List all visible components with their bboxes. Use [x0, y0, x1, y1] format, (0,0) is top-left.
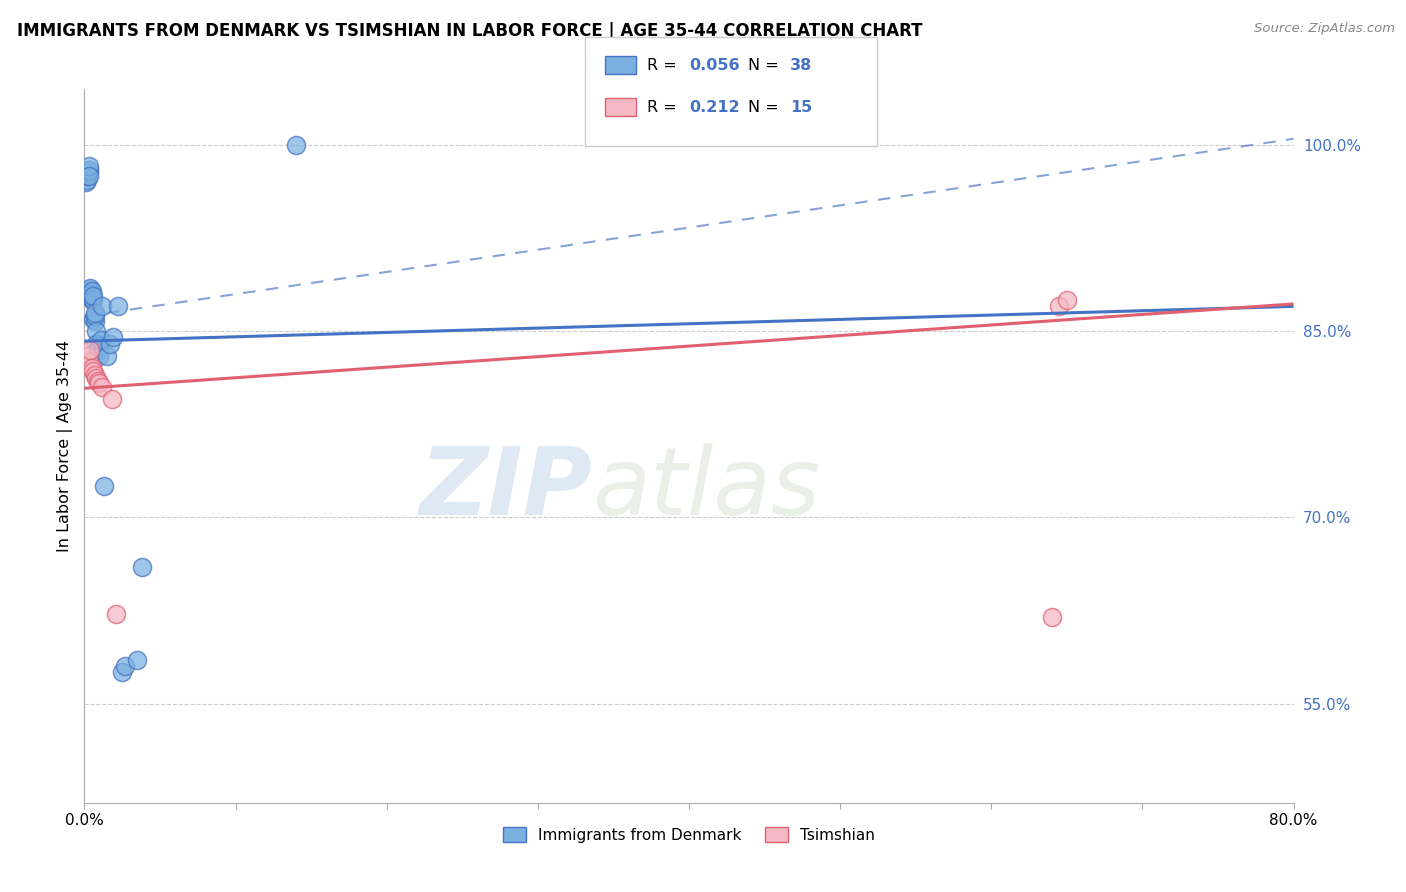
Point — [107, 299, 129, 313]
Point — [79, 343, 101, 357]
Point — [79, 287, 101, 301]
Point — [82, 311, 104, 326]
Text: R =: R = — [647, 100, 682, 114]
Point — [84, 368, 107, 382]
Point — [96, 349, 118, 363]
Text: N =: N = — [748, 100, 785, 114]
Point — [90, 333, 112, 347]
Point — [79, 283, 101, 297]
Point — [91, 380, 114, 394]
Text: IMMIGRANTS FROM DENMARK VS TSIMSHIAN IN LABOR FORCE | AGE 35-44 CORRELATION CHAR: IMMIGRANTS FROM DENMARK VS TSIMSHIAN IN … — [17, 22, 922, 40]
Point — [105, 607, 128, 622]
Point — [98, 336, 121, 351]
Point — [86, 371, 108, 385]
Text: atlas: atlas — [592, 443, 821, 534]
Point — [114, 659, 136, 673]
Point — [80, 289, 103, 303]
Point — [80, 287, 103, 301]
Point — [131, 560, 153, 574]
Point — [77, 165, 100, 179]
Point — [1056, 293, 1078, 308]
Point — [84, 305, 107, 319]
Point — [91, 299, 114, 313]
Text: R =: R = — [647, 58, 682, 72]
Point — [80, 291, 103, 305]
Legend: Immigrants from Denmark, Tsimshian: Immigrants from Denmark, Tsimshian — [498, 821, 880, 848]
Text: Source: ZipAtlas.com: Source: ZipAtlas.com — [1254, 22, 1395, 36]
Text: ZIP: ZIP — [419, 442, 592, 535]
Point — [80, 285, 103, 299]
Point — [86, 324, 108, 338]
Point — [100, 392, 122, 407]
Point — [77, 355, 100, 369]
Y-axis label: In Labor Force | Age 35-44: In Labor Force | Age 35-44 — [58, 340, 73, 552]
Point — [93, 479, 115, 493]
Point — [80, 361, 103, 376]
Point — [1047, 299, 1070, 313]
Text: 15: 15 — [790, 100, 813, 114]
Point — [89, 349, 111, 363]
Point — [82, 364, 104, 378]
Point — [76, 169, 98, 183]
Text: 38: 38 — [790, 58, 813, 72]
Point — [76, 349, 98, 363]
Point — [87, 374, 110, 388]
Point — [80, 293, 103, 308]
Point — [127, 653, 149, 667]
Text: 0.056: 0.056 — [689, 58, 740, 72]
Point — [77, 159, 100, 173]
Point — [87, 343, 110, 357]
Text: N =: N = — [748, 58, 785, 72]
Point — [77, 162, 100, 177]
Point — [77, 169, 100, 183]
Point — [75, 175, 97, 189]
Point — [79, 281, 101, 295]
Text: 0.212: 0.212 — [689, 100, 740, 114]
Point — [1040, 609, 1063, 624]
Point — [82, 293, 104, 308]
Point — [89, 376, 111, 391]
Point — [76, 173, 98, 187]
Point — [285, 138, 308, 153]
Point — [111, 665, 134, 680]
Point — [86, 336, 108, 351]
Point — [89, 339, 111, 353]
Point — [101, 330, 124, 344]
Point — [84, 314, 107, 328]
Point — [82, 289, 104, 303]
Point — [84, 310, 107, 324]
